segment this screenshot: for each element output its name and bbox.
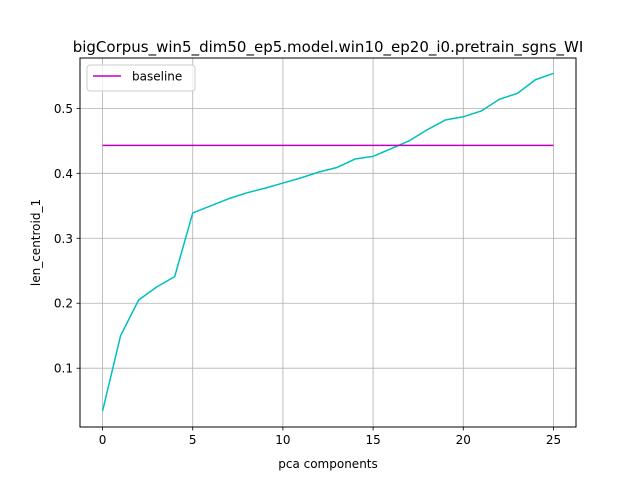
y-tick-label: 0.4	[54, 167, 73, 181]
y-tick-label: 0.3	[54, 232, 73, 246]
plot-area	[80, 58, 576, 427]
y-axis-label: len_centroid_1	[29, 199, 43, 286]
x-axis: 0 5 10 15 20 25	[99, 427, 561, 447]
x-tick-label: 10	[275, 433, 290, 447]
y-tick-label: 0.5	[54, 102, 73, 116]
x-tick-label: 15	[365, 433, 380, 447]
x-tick-label: 5	[189, 433, 197, 447]
legend: baseline	[86, 64, 196, 92]
y-tick-label: 0.1	[54, 362, 73, 376]
x-tick-label: 20	[456, 433, 471, 447]
x-tick-label: 0	[99, 433, 107, 447]
x-tick-label: 25	[546, 433, 561, 447]
legend-box	[86, 64, 196, 92]
chart-title: bigCorpus_win5_dim50_ep5.model.win10_ep2…	[73, 38, 584, 57]
grid	[80, 58, 576, 427]
y-axis: 0.1 0.2 0.3 0.4 0.5	[54, 102, 80, 376]
legend-label-baseline: baseline	[132, 70, 182, 84]
axes-frame	[79, 57, 577, 428]
x-axis-label: pca components	[278, 457, 378, 471]
series-line-0	[101, 72, 554, 412]
y-tick-label: 0.2	[54, 297, 73, 311]
series-lines	[101, 72, 554, 412]
